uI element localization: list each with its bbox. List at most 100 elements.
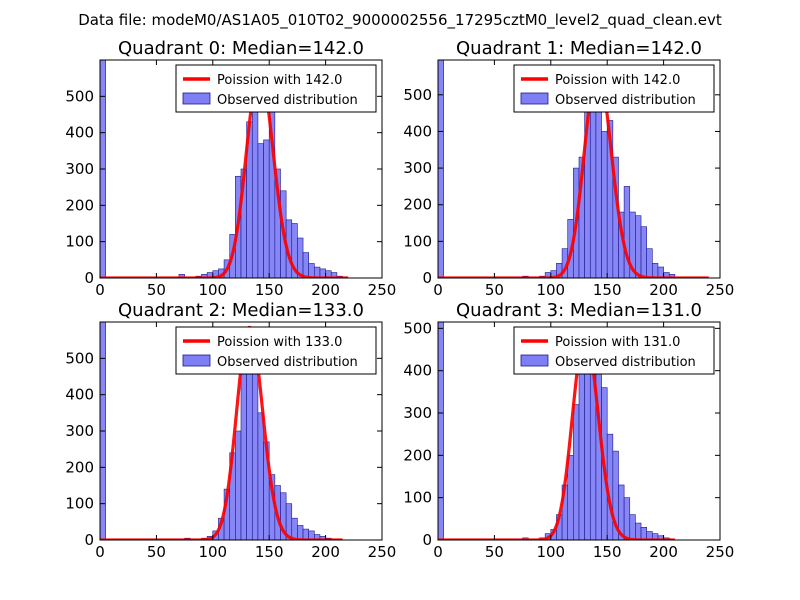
y-tick-label: 100	[65, 233, 94, 251]
chart-2: 0 50 100 150 200 250 0 100 200 300 400 500 Quadrant …	[65, 300, 396, 561]
histogram-bar	[438, 60, 444, 278]
x-tick-label: 250	[706, 281, 735, 299]
histogram-bar	[251, 368, 259, 540]
histogram-bar	[623, 497, 631, 540]
x-tick-label: 100	[536, 543, 565, 561]
histogram-bar	[263, 139, 270, 278]
histogram-bar	[646, 248, 653, 278]
y-tick-label: 0	[84, 531, 94, 549]
legend-label-observed: Observed distribution	[217, 93, 358, 108]
y-tick-label: 200	[65, 196, 94, 214]
legend-label-poisson: Poission with 131.0	[555, 335, 680, 350]
x-tick-label: 50	[147, 543, 166, 561]
y-tick-label: 500	[65, 349, 94, 367]
histogram-bar	[240, 372, 247, 540]
x-tick-label: 100	[198, 543, 227, 561]
histogram-bar	[308, 263, 315, 278]
histogram-bar	[640, 527, 647, 540]
y-tick-label: 100	[403, 489, 432, 507]
histogram-bar	[629, 514, 636, 540]
x-tick-label: 150	[593, 281, 622, 299]
legend-label-observed: Observed distribution	[217, 355, 358, 370]
y-tick-label: 500	[403, 319, 432, 337]
x-tick-label: 250	[706, 543, 735, 561]
y-tick-label: 200	[403, 196, 432, 214]
y-tick-label: 100	[403, 232, 432, 250]
y-tick-label: 300	[65, 422, 94, 440]
chart-1: 0 50 100 150 200 250 0 100 200 300 400 500 Quadrant …	[403, 38, 734, 299]
legend-label-poisson: Poission with 133.0	[217, 335, 342, 350]
legend-label-observed: Observed distribution	[555, 93, 696, 108]
histogram-bar	[601, 131, 608, 278]
x-tick-label: 100	[536, 281, 565, 299]
x-tick-label: 0	[95, 543, 105, 561]
x-tick-label: 50	[485, 543, 504, 561]
histogram-bar	[297, 525, 304, 540]
figure-title: Data file: modeM0/AS1A05_010T02_90000025…	[78, 11, 722, 30]
y-tick-label: 400	[65, 386, 94, 404]
histogram-bar	[257, 143, 264, 278]
histogram-bar	[178, 274, 185, 278]
histogram-bar	[257, 412, 264, 540]
legend-label-observed: Observed distribution	[555, 355, 696, 370]
histogram-bar	[302, 252, 309, 278]
legend-bar-swatch	[520, 354, 549, 367]
chart-title: Quadrant 2: Median=133.0	[118, 300, 364, 321]
legend-bar-swatch	[182, 92, 211, 105]
y-tick-label: 300	[403, 404, 432, 422]
y-tick-label: 300	[403, 159, 432, 177]
legend-bar-swatch	[520, 92, 549, 105]
histogram-bar	[657, 266, 664, 278]
x-tick-label: 100	[198, 281, 227, 299]
y-tick-label: 200	[65, 458, 94, 476]
histogram-bar	[251, 92, 259, 278]
y-tick-label: 200	[403, 446, 432, 464]
histogram-bar	[640, 226, 647, 278]
y-tick-label: 300	[65, 160, 94, 178]
x-tick-label: 150	[593, 543, 622, 561]
x-tick-label: 50	[147, 281, 166, 299]
chart-title: Quadrant 0: Median=142.0	[118, 38, 364, 59]
y-tick-label: 0	[422, 269, 432, 287]
poisson-curve	[438, 67, 710, 278]
plot-area	[438, 60, 710, 278]
axes-frame	[437, 321, 721, 541]
x-tick-label: 150	[255, 543, 284, 561]
histogram-bar	[438, 322, 444, 540]
legend-bar-swatch	[182, 354, 211, 367]
chart-0: 0 50 100 150 200 250 0 100 200 300 400 500 Quadrant …	[65, 38, 396, 299]
plot-area	[438, 322, 676, 540]
x-tick-label: 200	[311, 281, 340, 299]
histogram-bar	[573, 404, 580, 540]
x-tick-label: 0	[433, 281, 443, 299]
y-tick-label: 500	[403, 86, 432, 104]
axes-frame	[437, 59, 721, 279]
x-tick-label: 200	[649, 543, 678, 561]
legend-label-poisson: Poission with 142.0	[217, 73, 342, 88]
y-tick-label: 100	[65, 495, 94, 513]
histogram-bar	[291, 517, 298, 540]
histogram-bar	[235, 430, 242, 540]
x-tick-label: 0	[433, 543, 443, 561]
chart-title: Quadrant 3: Median=131.0	[456, 300, 702, 321]
x-tick-label: 250	[368, 281, 397, 299]
chart-title: Quadrant 1: Median=142.0	[456, 38, 702, 59]
x-tick-label: 250	[368, 543, 397, 561]
y-tick-label: 400	[403, 122, 432, 140]
histogram-bar	[567, 455, 574, 540]
y-tick-label: 0	[422, 531, 432, 549]
y-tick-label: 400	[403, 362, 432, 380]
histogram-bar	[652, 263, 659, 278]
x-tick-label: 150	[255, 281, 284, 299]
chart-3: 0 50 100 150 200 250 0 100 200 300 400 500 Quadrant …	[403, 300, 734, 561]
y-tick-label: 0	[84, 269, 94, 287]
x-tick-label: 50	[485, 281, 504, 299]
x-tick-label: 200	[649, 281, 678, 299]
histogram-bar	[595, 83, 602, 278]
x-tick-label: 200	[311, 543, 340, 561]
histogram-bar	[635, 215, 642, 278]
histogram-bar	[589, 98, 597, 278]
x-tick-label: 0	[95, 281, 105, 299]
y-tick-label: 400	[65, 124, 94, 142]
